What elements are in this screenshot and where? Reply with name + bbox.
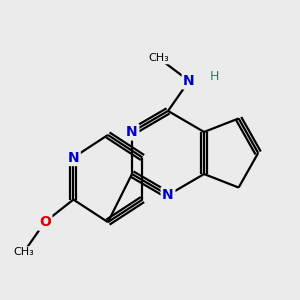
Text: N: N [183,74,195,88]
Text: CH₃: CH₃ [14,247,34,257]
Text: N: N [68,151,79,164]
Text: CH₃: CH₃ [148,53,170,63]
Text: H: H [210,70,219,83]
Text: N: N [162,188,174,202]
Text: O: O [39,215,51,229]
Text: N: N [126,125,138,139]
